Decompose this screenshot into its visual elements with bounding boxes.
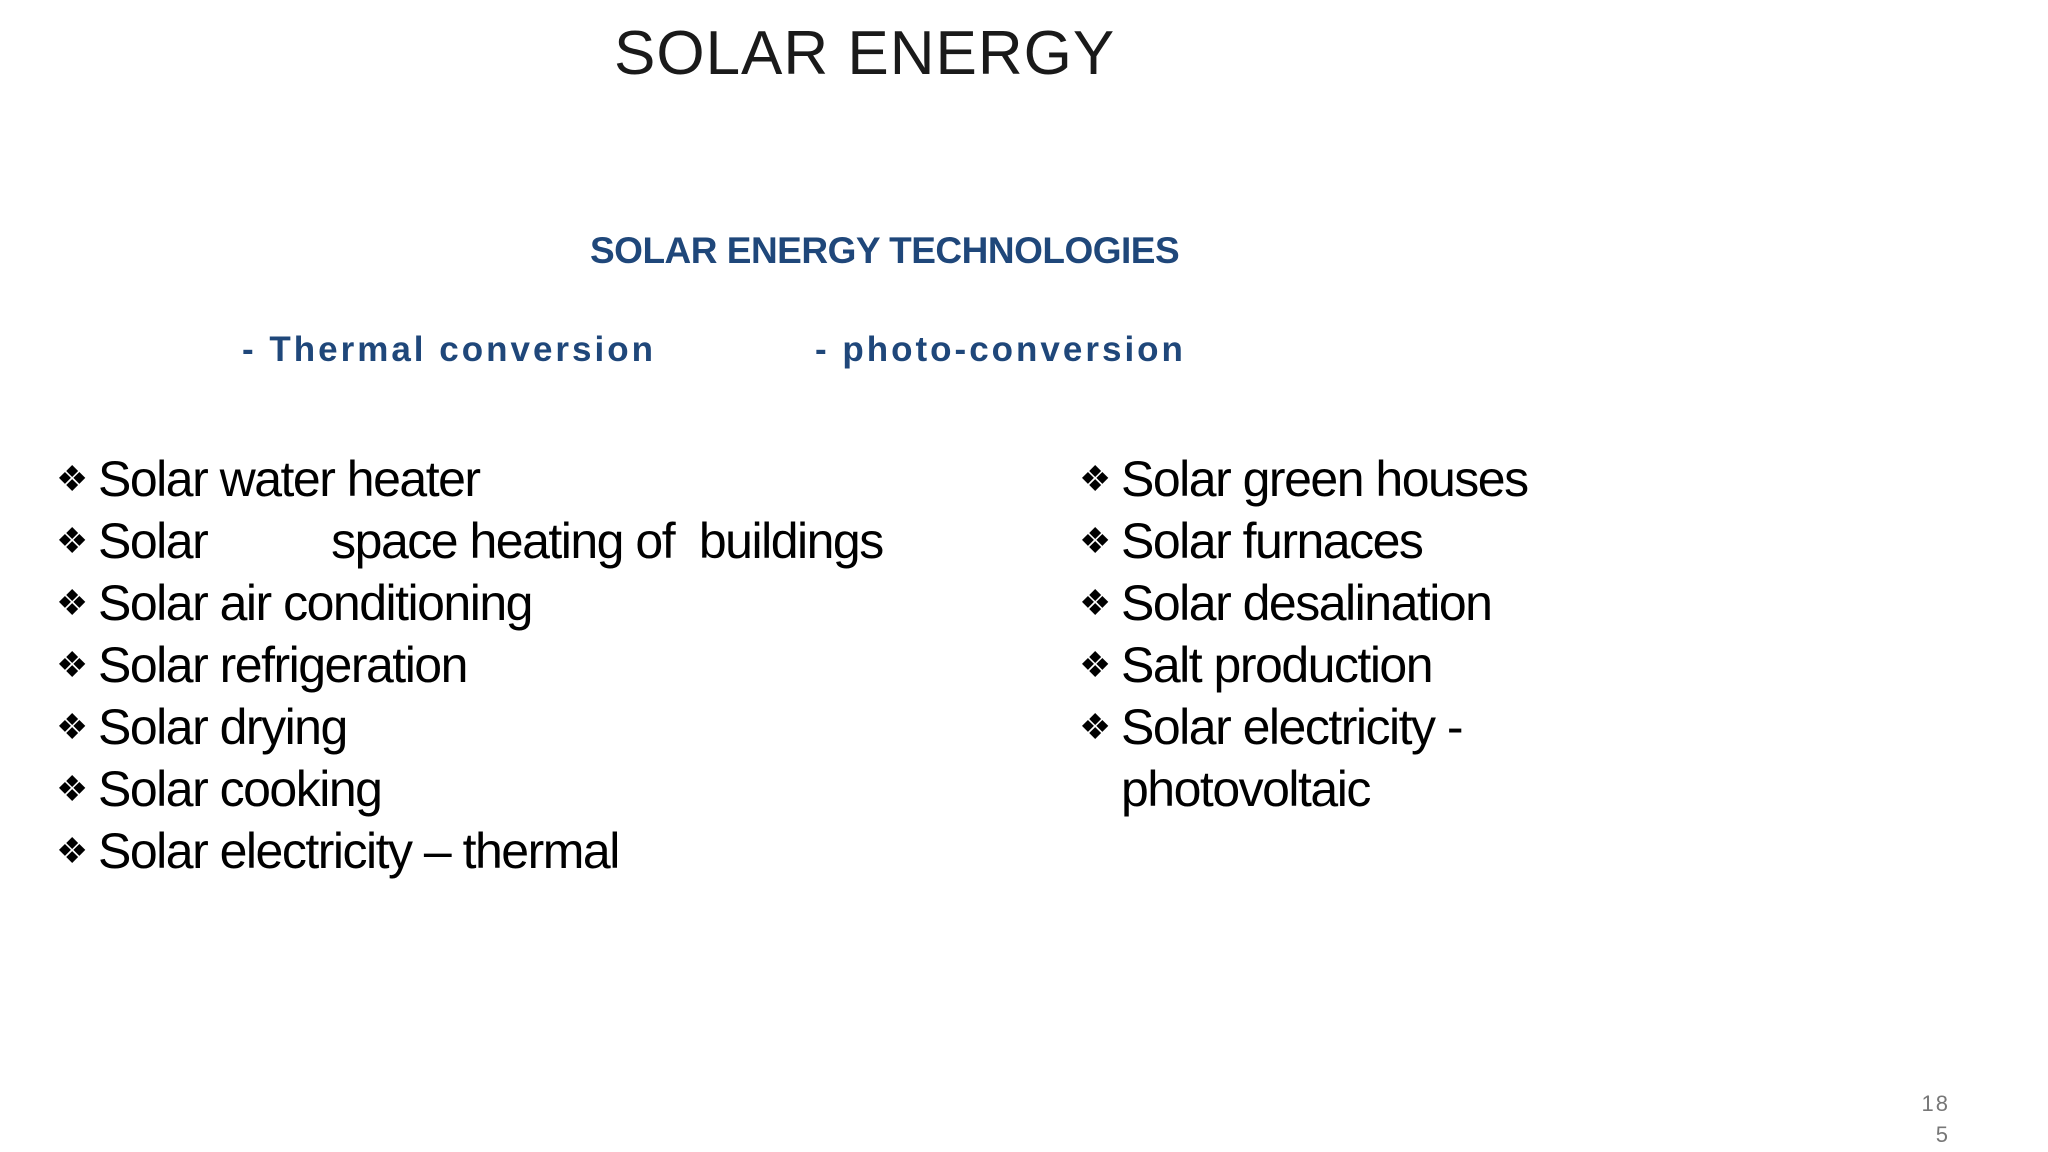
list-item: ❖ Salt production (1079, 634, 1528, 696)
list-item: ❖ Solar air conditioning (56, 572, 883, 634)
list-item: ❖ Solar drying (56, 696, 883, 758)
page-number: 18 5 (1921, 1091, 1950, 1147)
subheading-photo: - photo-conversion (815, 330, 1186, 369)
diamond-bullet-icon: ❖ (56, 706, 89, 747)
list-item: ❖ Solar furnaces (1079, 510, 1528, 572)
diamond-bullet-icon: ❖ (56, 644, 89, 685)
diamond-bullet-icon: ❖ (56, 768, 89, 809)
diamond-bullet-icon: ❖ (1079, 706, 1112, 747)
diamond-bullet-icon: ❖ (56, 520, 89, 561)
subheading-thermal: - Thermal conversion (242, 330, 656, 369)
diamond-bullet-icon: ❖ (1079, 582, 1112, 623)
list-item: ❖ Solar water heater (56, 448, 883, 510)
diamond-bullet-icon: ❖ (56, 582, 89, 623)
list-item: ❖ Solar refrigeration (56, 634, 883, 696)
list-item: ❖ Solar green houses (1079, 448, 1529, 510)
right-bullet-list: ❖ Solar green houses ❖ Solar furnaces ❖ Sol… (1079, 448, 1529, 820)
left-bullet-list: ❖ Solar water heater ❖ Solar space heating… (56, 448, 884, 882)
slide-title: SOLAR ENERGY (614, 19, 1116, 88)
list-item: ❖ Solar electricity – thermal (56, 820, 883, 882)
list-item: ❖ Solar desalination (1079, 572, 1528, 634)
diamond-bullet-icon: ❖ (1079, 458, 1112, 499)
diamond-bullet-icon: ❖ (56, 830, 89, 871)
diamond-bullet-icon: ❖ (56, 458, 89, 499)
diamond-bullet-icon: ❖ (1079, 644, 1112, 685)
list-item-continuation: photovoltaic (1121, 761, 1371, 817)
section-heading: SOLAR ENERGY TECHNOLOGIES (590, 230, 1180, 271)
list-item: ❖ Solar space heating of buildings (56, 510, 884, 572)
list-item: ❖ Solar cooking (56, 758, 883, 820)
list-item: ❖ Solar electricity - (1079, 696, 1528, 758)
diamond-bullet-icon: ❖ (1079, 520, 1112, 561)
